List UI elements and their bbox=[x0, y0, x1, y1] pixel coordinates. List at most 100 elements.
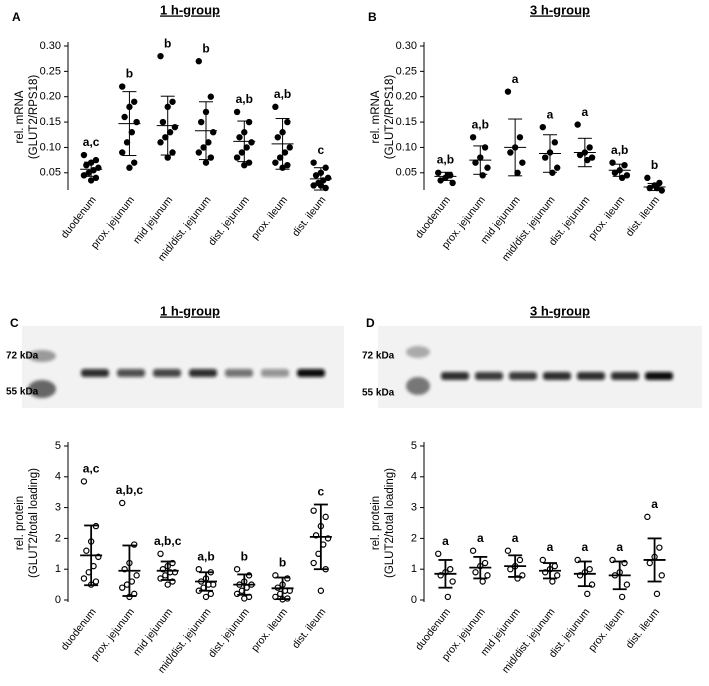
significance-letter: c bbox=[318, 143, 325, 157]
data-point bbox=[539, 556, 547, 564]
data-point bbox=[233, 154, 241, 161]
y-tick-label: 0.05 bbox=[396, 167, 417, 179]
data-point bbox=[623, 581, 631, 588]
y-tick-label: 0 bbox=[411, 594, 417, 606]
significance-letter: a,b bbox=[274, 87, 291, 101]
data-point bbox=[162, 134, 169, 141]
panel-a: A 1 h-group rel. mRNA (GLUT2/RPS18)0.05 0.10… bbox=[12, 2, 332, 264]
y-tick-label: 2 bbox=[55, 532, 61, 544]
x-tick-label: duodenum bbox=[59, 606, 99, 653]
data-point bbox=[131, 98, 138, 105]
data-point bbox=[484, 164, 491, 171]
chart-title: 3 h-group bbox=[530, 2, 590, 17]
data-point bbox=[238, 149, 246, 156]
data-point bbox=[241, 161, 248, 169]
data-point bbox=[435, 550, 442, 558]
y-tick-label: 1 bbox=[411, 563, 417, 575]
data-point bbox=[286, 144, 293, 151]
data-point bbox=[80, 151, 88, 159]
data-point bbox=[539, 123, 547, 131]
data-point bbox=[248, 139, 255, 146]
data-point bbox=[481, 559, 489, 567]
significance-letter: b bbox=[651, 158, 658, 172]
data-point bbox=[444, 172, 452, 179]
significance-letter: a,b,c bbox=[154, 534, 182, 548]
data-point bbox=[157, 550, 164, 558]
data-point bbox=[202, 159, 210, 166]
y-axis-label: (GLUT2/total loading) bbox=[384, 468, 396, 578]
y-tick-label: 0.10 bbox=[396, 141, 417, 153]
data-point bbox=[80, 575, 88, 582]
data-point bbox=[119, 584, 126, 591]
data-point bbox=[551, 562, 559, 570]
data-point bbox=[195, 149, 202, 156]
data-point bbox=[169, 149, 176, 156]
data-point bbox=[504, 547, 512, 554]
x-tick-label: dist. ileum bbox=[624, 194, 663, 239]
data-point bbox=[444, 593, 452, 601]
ladder-band bbox=[28, 350, 56, 362]
data-point bbox=[658, 572, 665, 579]
data-point bbox=[119, 499, 126, 507]
data-point bbox=[202, 593, 210, 601]
y-axis-label: (GLUT2/RPS18) bbox=[28, 75, 40, 160]
data-point bbox=[554, 572, 561, 579]
blot-marker-label: 55 kDa bbox=[6, 387, 39, 398]
data-point bbox=[514, 169, 521, 176]
y-tick-label: 0.20 bbox=[40, 91, 61, 103]
data-point bbox=[516, 134, 524, 141]
data-point bbox=[449, 179, 456, 187]
y-tick-label: 4 bbox=[411, 471, 417, 483]
blot-band bbox=[475, 372, 503, 380]
data-point bbox=[656, 179, 663, 187]
y-tick-label: 0.20 bbox=[396, 91, 417, 103]
y-axis-label: rel. protein bbox=[14, 496, 26, 550]
x-tick-label: dist. ileum bbox=[624, 606, 663, 651]
data-point bbox=[207, 154, 214, 161]
data-point bbox=[80, 478, 88, 485]
data-point bbox=[284, 118, 291, 126]
data-point bbox=[435, 169, 442, 176]
data-point bbox=[644, 174, 651, 182]
data-point bbox=[92, 156, 100, 164]
significance-letter: a bbox=[582, 540, 589, 554]
data-point bbox=[449, 578, 456, 585]
data-point bbox=[574, 121, 581, 128]
data-point bbox=[516, 556, 524, 564]
data-point bbox=[317, 587, 325, 594]
ladder-band bbox=[406, 377, 430, 395]
data-point bbox=[272, 159, 279, 166]
data-point bbox=[621, 161, 628, 169]
data-point bbox=[169, 98, 176, 105]
data-point bbox=[274, 134, 281, 141]
blot-band bbox=[189, 369, 217, 377]
data-point bbox=[207, 590, 214, 598]
y-axis-label: (GLUT2/total loading) bbox=[28, 468, 40, 578]
y-tick-label: 0 bbox=[55, 594, 61, 606]
significance-letter: a bbox=[477, 531, 484, 545]
data-point bbox=[653, 184, 661, 192]
data-point bbox=[123, 139, 131, 146]
panel-label: D bbox=[366, 316, 375, 330]
x-tick-label: duodenum bbox=[59, 194, 99, 241]
data-point bbox=[549, 169, 556, 176]
y-tick-label: 0.05 bbox=[40, 167, 61, 179]
significance-letter: a,b bbox=[611, 143, 628, 157]
data-point bbox=[310, 559, 317, 567]
data-point bbox=[133, 572, 140, 579]
y-tick-label: 2 bbox=[411, 532, 417, 544]
data-point bbox=[83, 547, 90, 554]
blot-d bbox=[378, 326, 702, 408]
data-point bbox=[241, 595, 248, 602]
data-point bbox=[588, 154, 596, 161]
data-point bbox=[159, 118, 167, 126]
data-point bbox=[507, 566, 514, 573]
data-point bbox=[549, 578, 556, 585]
blot-band bbox=[81, 369, 109, 377]
x-tick-label: dist. ileum bbox=[290, 606, 329, 651]
significance-letter: a,b,c bbox=[116, 483, 144, 497]
y-tick-label: 0.25 bbox=[40, 65, 61, 77]
data-point bbox=[272, 103, 279, 111]
blot-c bbox=[22, 326, 344, 408]
